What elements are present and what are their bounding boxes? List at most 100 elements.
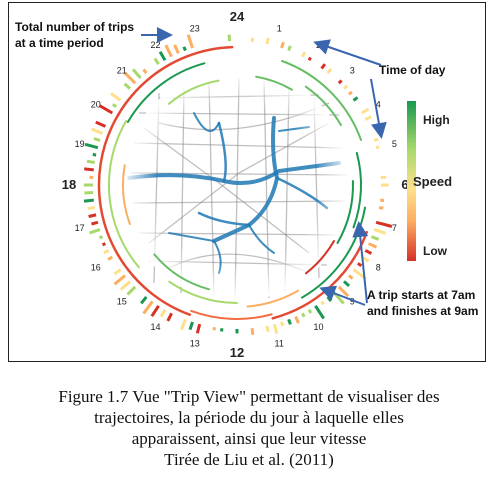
trip-count-bar (158, 51, 167, 62)
trip-count-bar (93, 137, 101, 142)
trip-count-bar (91, 220, 99, 226)
annotation-time-of-day: Time of day (379, 63, 446, 77)
legend-title: Speed (413, 174, 452, 189)
trip-count-bar (212, 326, 216, 331)
trip-count-bar (314, 304, 325, 320)
trip-count-bar (84, 142, 99, 150)
hour-label: 23 (190, 24, 200, 34)
trip-arc (153, 253, 210, 291)
hour-label: 1 (277, 24, 282, 34)
trip-count-bar (142, 300, 154, 315)
trip-count-bar (378, 206, 384, 210)
trip-arc (122, 164, 131, 225)
annotation-total-trips-line2: at a time period (15, 36, 104, 50)
hour-label: 20 (91, 100, 101, 110)
trip-arc (352, 151, 362, 229)
trip-count-bar (89, 228, 101, 235)
trip-count-bar (188, 321, 194, 331)
trip-count-bar (294, 315, 300, 324)
trip-count-bar (265, 37, 270, 45)
figure-frame: 24 1 2 3 4 5 6 7 8 9 10 11 12 13 14 15 16 17 18 19 20 21 22 23 … (8, 2, 486, 362)
trip-arc (246, 289, 299, 308)
hour-label: 22 (150, 40, 160, 50)
hour-label: 14 (150, 322, 160, 332)
trip-count-bar (301, 312, 306, 318)
annotation-trip-example-line1: A trip starts at 7am (367, 288, 475, 302)
trip-count-bar (111, 103, 118, 108)
trip-count-bar (301, 51, 307, 58)
trip-count-bar (92, 152, 97, 157)
trip-count-bar (326, 295, 333, 303)
trip-count-bar (124, 72, 137, 85)
caption-line-3: apparaissent, ainsi que leur vitesse (131, 429, 367, 448)
hour-label: 6 (401, 177, 408, 192)
trip-count-bar (364, 115, 372, 121)
trip-count-bar (84, 167, 94, 172)
trip-count-histogram (83, 34, 393, 336)
legend-high-label: High (423, 113, 450, 127)
hour-label: 19 (75, 139, 85, 149)
hour-label: 18 (62, 177, 76, 192)
trip-count-bar (307, 308, 313, 314)
trip-count-bar (153, 57, 160, 66)
trip-count-bar (107, 255, 114, 261)
trip-count-bar (166, 312, 173, 322)
map-fade (121, 69, 353, 301)
caption-line-1: Figure 1.7 Vue "Trip View" permettant de… (58, 387, 440, 406)
trip-arc (107, 120, 140, 269)
hour-label: 3 (350, 66, 355, 76)
trip-arcs (97, 45, 368, 320)
trip-count-bar (84, 191, 94, 195)
hour-label: 9 (350, 296, 355, 306)
hour-label: 13 (190, 338, 200, 348)
speed-legend-bar (407, 101, 416, 261)
trip-count-bar (101, 242, 107, 247)
trip-count-bar (272, 323, 279, 334)
trip-count-bar (337, 79, 343, 85)
trip-count-bar (375, 220, 393, 228)
trip-count-bar (265, 325, 270, 333)
trip-count-bar (131, 68, 142, 79)
trip-count-bar (83, 198, 94, 203)
arrow-trip-start (352, 221, 369, 304)
trip-count-bar (337, 285, 350, 298)
trip-count-bar (98, 235, 104, 240)
trip-count-bar (343, 84, 349, 90)
trip-view-diagram: 241234567891011121314151617181920212223 … (15, 9, 478, 360)
trip-count-bar (113, 274, 127, 286)
hour-label: 24 (230, 9, 245, 24)
trip-count-bar (119, 280, 131, 291)
legend-low-label: Low (423, 244, 448, 258)
trip-count-bar (91, 127, 104, 135)
trip-count-bar (103, 249, 110, 255)
trip-count-bar (320, 63, 327, 70)
trip-count-bar (280, 321, 285, 327)
trip-arc (126, 62, 206, 123)
trip-count-bar (320, 300, 325, 306)
speed-legend: High Speed Low (407, 101, 452, 261)
hour-label: 12 (230, 345, 244, 360)
trip-count-bar (142, 68, 148, 75)
trip-count-bar (347, 90, 353, 96)
trip-arc (167, 79, 220, 105)
figure-caption: Figure 1.7 Vue "Trip View" permettant de… (0, 386, 498, 470)
trip-count-bar (150, 304, 160, 318)
trip-arc (168, 280, 238, 305)
trip-count-bar (110, 92, 122, 102)
hour-label: 7 (392, 223, 397, 233)
trip-count-bar (343, 280, 351, 288)
hour-label: 4 (376, 100, 381, 110)
trip-count-bar (159, 308, 167, 318)
trip-count-bar (195, 323, 202, 334)
trip-count-bar (287, 45, 292, 52)
trip-arc (281, 60, 362, 141)
trip-count-bar (113, 268, 122, 276)
trip-count-bar (95, 120, 107, 128)
trip-count-bar (186, 34, 194, 49)
trip-count-bar (182, 46, 187, 52)
caption-line-4: Tirée de Liu et al. (2011) (164, 450, 334, 469)
arrow-time-of-day-down (370, 78, 387, 139)
trip-arc (97, 45, 234, 316)
trip-count-bar (250, 328, 255, 336)
